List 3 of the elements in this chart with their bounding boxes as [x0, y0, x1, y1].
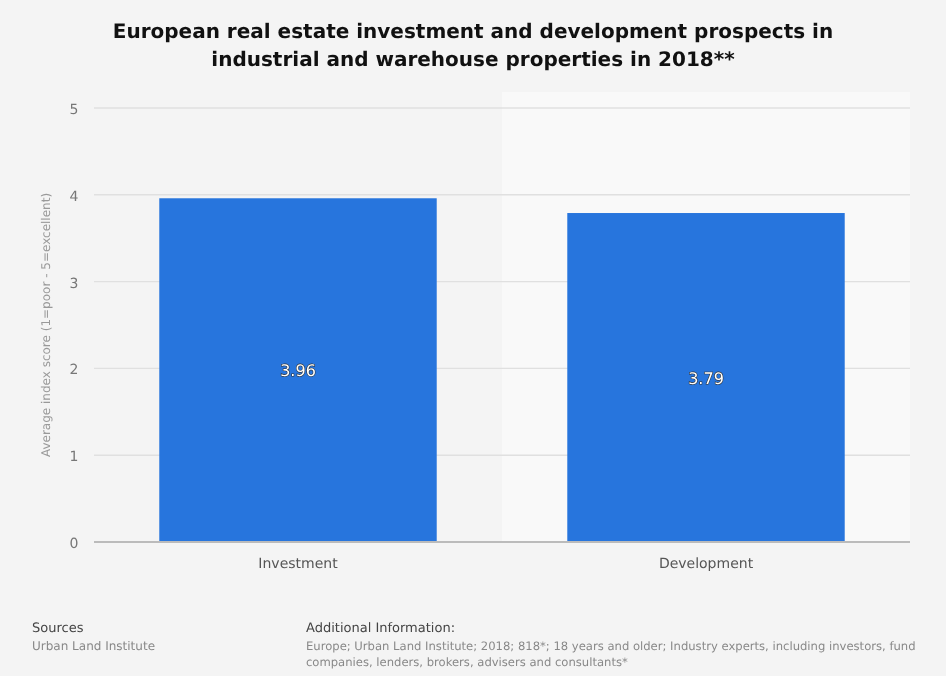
chart-title: European real estate investment and development prospects in industrial and warehouse properties in 2018** [112, 22, 834, 72]
data-label: 3.96 [280, 362, 316, 381]
data-label: 3.79 [688, 369, 724, 388]
